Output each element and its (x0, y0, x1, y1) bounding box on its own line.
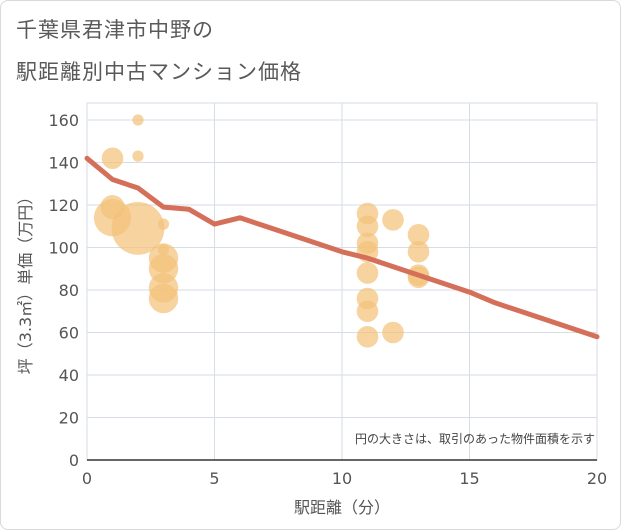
y-tick-label: 120 (48, 196, 79, 215)
bubble-point (101, 147, 124, 170)
y-axis-label: 坪（3.3㎡）単価（万円） (16, 189, 35, 374)
bubble-point (382, 321, 404, 344)
y-tick-label: 80 (59, 281, 79, 300)
bubble-point (356, 262, 379, 284)
bubble-point (407, 240, 430, 263)
y-tick-label: 100 (48, 239, 79, 258)
bubble-point (356, 300, 379, 323)
y-tick-label: 160 (48, 111, 79, 130)
bubble-point (382, 209, 404, 231)
x-axis-label: 駅距離（分） (294, 498, 390, 517)
bubble-point (407, 223, 430, 246)
x-tick-label: 0 (82, 469, 92, 488)
y-tick-label: 40 (59, 366, 79, 385)
bubble-point (356, 215, 379, 238)
axes: 0 20 40 60 80 100 120 140 160 0 5 10 15 20 (48, 111, 607, 488)
average-price-line (84, 155, 600, 340)
chart-title-line1: 千葉県君津市中野の (16, 18, 214, 42)
y-tick-label: 20 (59, 409, 79, 428)
bubble-point (132, 114, 144, 126)
chart-title-line2: 駅距離別中古マンション価格 (16, 60, 302, 84)
y-tick-label: 140 (48, 154, 79, 173)
bubble-point (356, 325, 379, 348)
bubble-point (111, 201, 165, 255)
bubble-layer (93, 114, 430, 348)
line-layer (84, 155, 600, 340)
bubble-point (157, 218, 170, 230)
bubble-point (148, 283, 179, 314)
x-tick-label: 5 (209, 469, 219, 488)
size-annotation: 円の大きさは、取引のあった物件面積を示す (355, 431, 595, 446)
x-tick-label: 15 (459, 469, 479, 488)
x-tick-label: 10 (332, 469, 352, 488)
bubble-point (132, 150, 144, 162)
y-tick-label: 60 (59, 324, 79, 343)
x-tick-label: 20 (587, 469, 607, 488)
y-tick-label: 0 (69, 451, 79, 470)
